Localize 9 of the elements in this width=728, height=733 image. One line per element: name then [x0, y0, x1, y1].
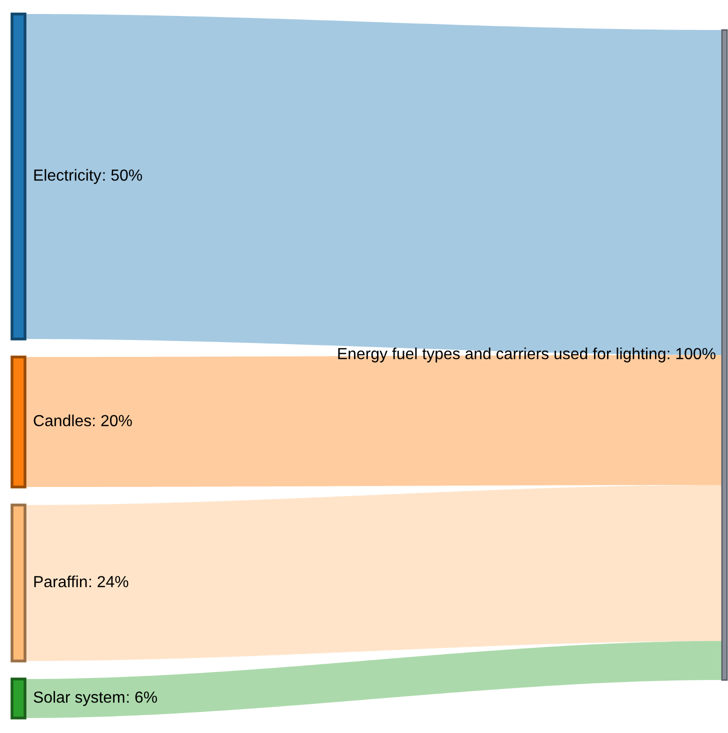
- category-label: Electricity: [34, 169, 102, 184]
- category-label: Solar system: [34, 691, 124, 706]
- data-label: : 50%: [103, 169, 142, 181]
- text: Energy fuel types and carriers used for lighting: 100%: [338, 348, 716, 362]
- data-label: : 6%: [127, 691, 158, 703]
- category-label: Candles: [34, 414, 92, 426]
- category-label: Paraffin: [34, 576, 87, 588]
- data-label: : 24%: [89, 576, 128, 588]
- data-label: : 20%: [93, 414, 132, 426]
